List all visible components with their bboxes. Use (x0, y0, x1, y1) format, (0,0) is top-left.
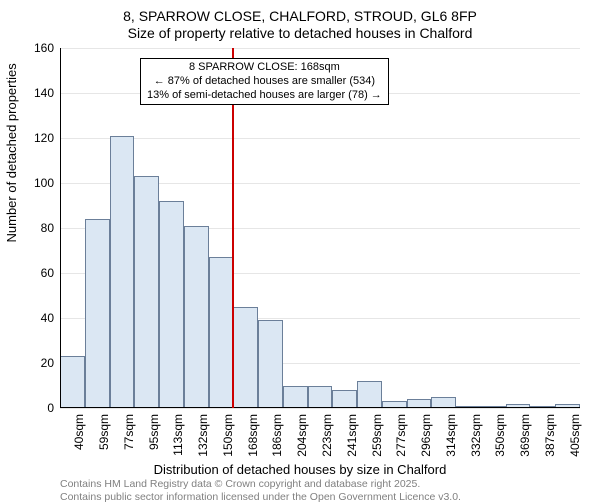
y-tick-label: 80 (41, 221, 54, 235)
histogram-bar (283, 386, 308, 409)
x-tick-label: 132sqm (196, 414, 210, 457)
x-tick-label: 259sqm (370, 414, 384, 457)
y-tick-label: 60 (41, 266, 54, 280)
histogram-bar (258, 320, 283, 408)
annotation-box: 8 SPARROW CLOSE: 168sqm← 87% of detached… (140, 58, 389, 105)
y-tick-label: 160 (34, 41, 54, 55)
histogram-bar (159, 201, 184, 408)
y-tick-label: 120 (34, 131, 54, 145)
x-tick-label: 204sqm (295, 414, 309, 457)
x-tick-label: 77sqm (122, 414, 136, 450)
chart-title: 8, SPARROW CLOSE, CHALFORD, STROUD, GL6 … (0, 8, 600, 25)
y-axis-line (60, 48, 61, 408)
annotation-line2: ← 87% of detached houses are smaller (53… (147, 75, 382, 89)
histogram-bar (357, 381, 382, 408)
histogram-bar (184, 226, 209, 408)
x-tick-label: 95sqm (147, 414, 161, 450)
y-tick-label: 20 (41, 356, 54, 370)
x-tick-label: 150sqm (221, 414, 235, 457)
x-tick-label: 277sqm (394, 414, 408, 457)
histogram-bar (308, 386, 333, 409)
x-tick-label: 369sqm (518, 414, 532, 457)
plot-area: 02040608010012014016040sqm59sqm77sqm95sq… (60, 48, 580, 408)
y-tick-label: 40 (41, 311, 54, 325)
footer-line1: Contains HM Land Registry data © Crown c… (60, 478, 461, 491)
histogram-bar (85, 219, 110, 408)
histogram-bar (209, 257, 234, 408)
x-axis-label: Distribution of detached houses by size … (0, 462, 600, 477)
histogram-bar (233, 307, 258, 408)
y-tick-label: 0 (47, 401, 54, 415)
x-tick-label: 296sqm (419, 414, 433, 457)
x-axis-line (60, 407, 580, 408)
histogram-bar (134, 176, 159, 408)
annotation-line1: 8 SPARROW CLOSE: 168sqm (147, 61, 382, 75)
histogram-bar (332, 390, 357, 408)
x-tick-label: 223sqm (320, 414, 334, 457)
x-tick-label: 314sqm (444, 414, 458, 457)
x-tick-label: 59sqm (97, 414, 111, 450)
chart-subtitle: Size of property relative to detached ho… (0, 25, 600, 42)
y-tick-label: 100 (34, 176, 54, 190)
y-tick-label: 140 (34, 86, 54, 100)
x-tick-label: 168sqm (246, 414, 260, 457)
grid-line (60, 138, 580, 139)
x-tick-label: 113sqm (171, 414, 185, 456)
x-tick-label: 350sqm (493, 414, 507, 457)
x-tick-label: 40sqm (72, 414, 86, 450)
histogram-bar (110, 136, 135, 408)
x-tick-label: 241sqm (345, 414, 359, 457)
y-axis-label: Number of detached properties (4, 63, 19, 242)
footer-line2: Contains public sector information licen… (60, 491, 461, 503)
histogram-bar (60, 356, 85, 408)
footer-attribution: Contains HM Land Registry data © Crown c… (60, 478, 461, 503)
grid-line (60, 48, 580, 49)
annotation-line3: 13% of semi-detached houses are larger (… (147, 89, 382, 103)
x-tick-label: 405sqm (568, 414, 582, 457)
grid-line (60, 408, 580, 409)
x-tick-label: 332sqm (469, 414, 483, 457)
x-tick-label: 186sqm (270, 414, 284, 457)
x-tick-label: 387sqm (543, 414, 557, 457)
